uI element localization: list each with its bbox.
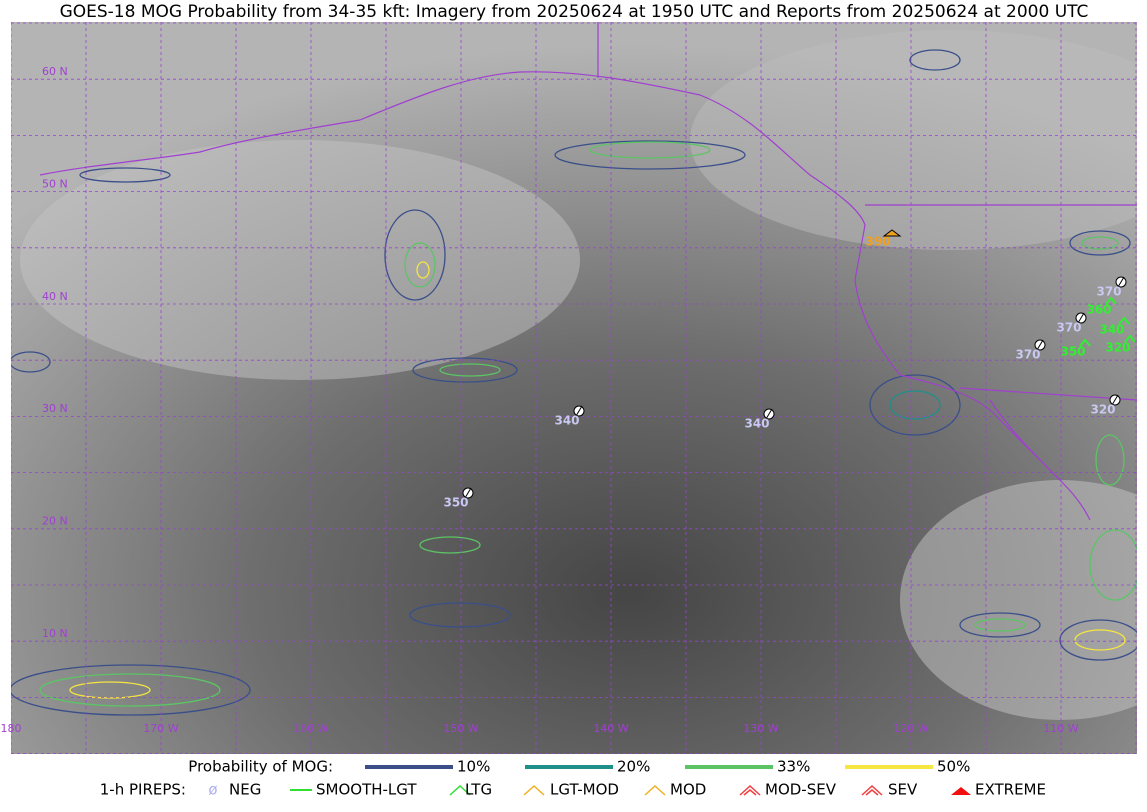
imagery-band: [20, 140, 580, 380]
pirep-icon: [1124, 334, 1136, 343]
legend-swatch: [523, 784, 545, 796]
pirep-icon: [1036, 339, 1044, 351]
lon-label: 120 W: [893, 722, 928, 735]
pirep-icon: [1079, 338, 1091, 347]
legend-label: SEV: [888, 781, 918, 799]
lat-label: 10 N: [42, 627, 68, 640]
pirep-level: 350: [1060, 345, 1085, 359]
pirep-icon: [1111, 394, 1119, 406]
lat-label: 30 N: [42, 402, 68, 415]
legend-swatch: [644, 784, 666, 796]
legend-label: 33%: [777, 758, 810, 776]
lon-label: 150 W: [443, 722, 478, 735]
legend-title: Probability of MOG:: [188, 758, 333, 776]
legend-label: LGT-MOD: [550, 781, 619, 799]
legend-swatch: [739, 784, 761, 796]
legend-label: 10%: [457, 758, 490, 776]
legend-label: 20%: [617, 758, 650, 776]
legend-label: NEG: [229, 781, 261, 799]
graticule-labels: 60 N 50 N 40 N 30 N 20 N 10 N 180 170 W 160 W 150…: [1, 65, 1079, 735]
imagery-band: [900, 480, 1137, 720]
pirep-level: 320: [1090, 403, 1115, 417]
pirep-level: 340: [554, 414, 579, 428]
imagery-band: [690, 30, 1137, 250]
lat-label: 60 N: [42, 65, 68, 78]
map: [11, 22, 1137, 754]
coastlines: [39, 22, 1137, 521]
lon-label: 140 W: [593, 722, 628, 735]
legend-label: LTG: [465, 781, 492, 799]
lat-label: 20 N: [42, 515, 68, 528]
pirep-level: 390: [865, 235, 890, 249]
legend-swatch: [951, 787, 971, 795]
pirep-icon: [765, 408, 773, 420]
lat-label: 40 N: [42, 290, 68, 303]
pirep-level: 350: [443, 496, 468, 510]
pirep-level: 320: [1105, 341, 1130, 355]
legend-swatch: ø: [208, 781, 217, 799]
legend-label: MOD-SEV: [765, 781, 837, 799]
lon-label: 170 W: [143, 722, 178, 735]
lon-label: 180: [1, 722, 22, 735]
pirep-icon: [882, 229, 902, 237]
pirep-icon: [575, 405, 583, 417]
pirep-icon: [1105, 296, 1117, 305]
pirep-level: 340: [744, 417, 769, 431]
pirep-level: 340: [1099, 323, 1124, 337]
pirep-icon: [1077, 312, 1085, 324]
pireps: 340 340 350 390 370 360 370 340 370 350 320 320: [443, 229, 1136, 510]
legend-label: EXTREME: [975, 781, 1046, 799]
lat-label: 50 N: [42, 177, 68, 190]
title: GOES-18 MOG Probability from 34-35 kft: …: [60, 2, 1089, 22]
legend-swatch: [449, 784, 471, 796]
legend-label: MOD: [670, 781, 706, 799]
legend: Probability of MOG: 10% 20% 33% 50% 1-h PIREP…: [100, 758, 1046, 799]
pirep-level: 370: [1096, 285, 1121, 299]
pirep-icon: [464, 487, 472, 499]
contours: [11, 49, 1137, 716]
legend-title: 1-h PIREPS:: [100, 781, 186, 799]
pirep-level: 370: [1056, 321, 1081, 335]
pirep-icon: [1118, 316, 1130, 325]
graticule: [11, 22, 1137, 754]
pirep-icon: [1117, 276, 1125, 288]
pirep-level: 370: [1015, 348, 1040, 362]
legend-swatch: [861, 784, 883, 796]
lon-label: 160 W: [293, 722, 328, 735]
legend-label: 50%: [937, 758, 970, 776]
pirep-level: 360: [1086, 303, 1111, 317]
lon-label: 130 W: [743, 722, 778, 735]
legend-label: SMOOTH-LGT: [316, 781, 417, 799]
lon-label: 110 W: [1043, 722, 1078, 735]
